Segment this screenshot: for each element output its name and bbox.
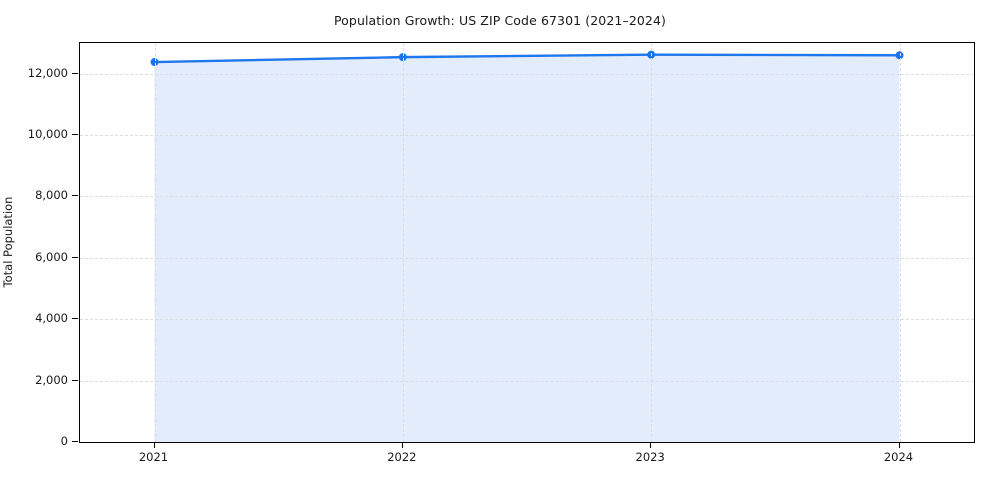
series-area-line bbox=[150, 50, 904, 442]
x-tick-label: 2024 bbox=[883, 450, 914, 464]
y-tick-label: 10,000 bbox=[27, 127, 68, 142]
x-tick-mark bbox=[153, 443, 155, 448]
gridline-vertical bbox=[899, 43, 901, 442]
y-tick-mark bbox=[72, 195, 78, 197]
x-axis-tick-labels: 2021 2022 2023 2024 bbox=[79, 450, 975, 472]
x-tick-mark bbox=[401, 443, 403, 448]
y-tick-label: 2,000 bbox=[35, 372, 68, 387]
x-tick-mark bbox=[650, 443, 652, 448]
x-axis-tick-marks bbox=[79, 443, 975, 453]
x-tick-label: 2021 bbox=[138, 450, 169, 464]
gridline-horizontal bbox=[80, 319, 974, 321]
y-tick-mark bbox=[72, 256, 78, 258]
y-tick-mark bbox=[72, 379, 78, 381]
x-tick-label: 2023 bbox=[635, 450, 665, 464]
gridline-vertical bbox=[154, 43, 156, 442]
gridline-horizontal bbox=[80, 73, 974, 75]
series-line bbox=[153, 53, 901, 64]
y-tick-label: 0 bbox=[60, 434, 68, 448]
x-tick-mark bbox=[898, 443, 900, 448]
y-tick-label: 8,000 bbox=[35, 188, 68, 203]
area-fill bbox=[154, 54, 900, 442]
y-tick-label: 6,000 bbox=[35, 249, 68, 264]
x-tick-label: 2022 bbox=[387, 450, 417, 464]
y-tick-mark bbox=[72, 441, 78, 442]
y-tick-mark bbox=[72, 134, 78, 136]
gridline-horizontal bbox=[80, 257, 974, 259]
gridline-vertical bbox=[651, 43, 653, 442]
gridline-horizontal bbox=[80, 135, 974, 137]
y-tick-mark bbox=[72, 318, 78, 320]
y-tick-label: 12,000 bbox=[27, 65, 68, 80]
y-tick-mark bbox=[72, 72, 78, 74]
gridline-horizontal bbox=[80, 380, 974, 382]
y-axis-tick-marks bbox=[0, 42, 79, 443]
chart-title: Population Growth: US ZIP Code 67301 (20… bbox=[333, 13, 667, 28]
y-tick-label: 4,000 bbox=[35, 311, 68, 326]
gridline-vertical bbox=[402, 43, 404, 442]
plot-area bbox=[79, 42, 975, 443]
gridline-horizontal bbox=[80, 196, 974, 198]
y-axis-tick-labels: 0 2,000 4,000 6,000 8,000 10,000 12,000 bbox=[0, 42, 68, 448]
